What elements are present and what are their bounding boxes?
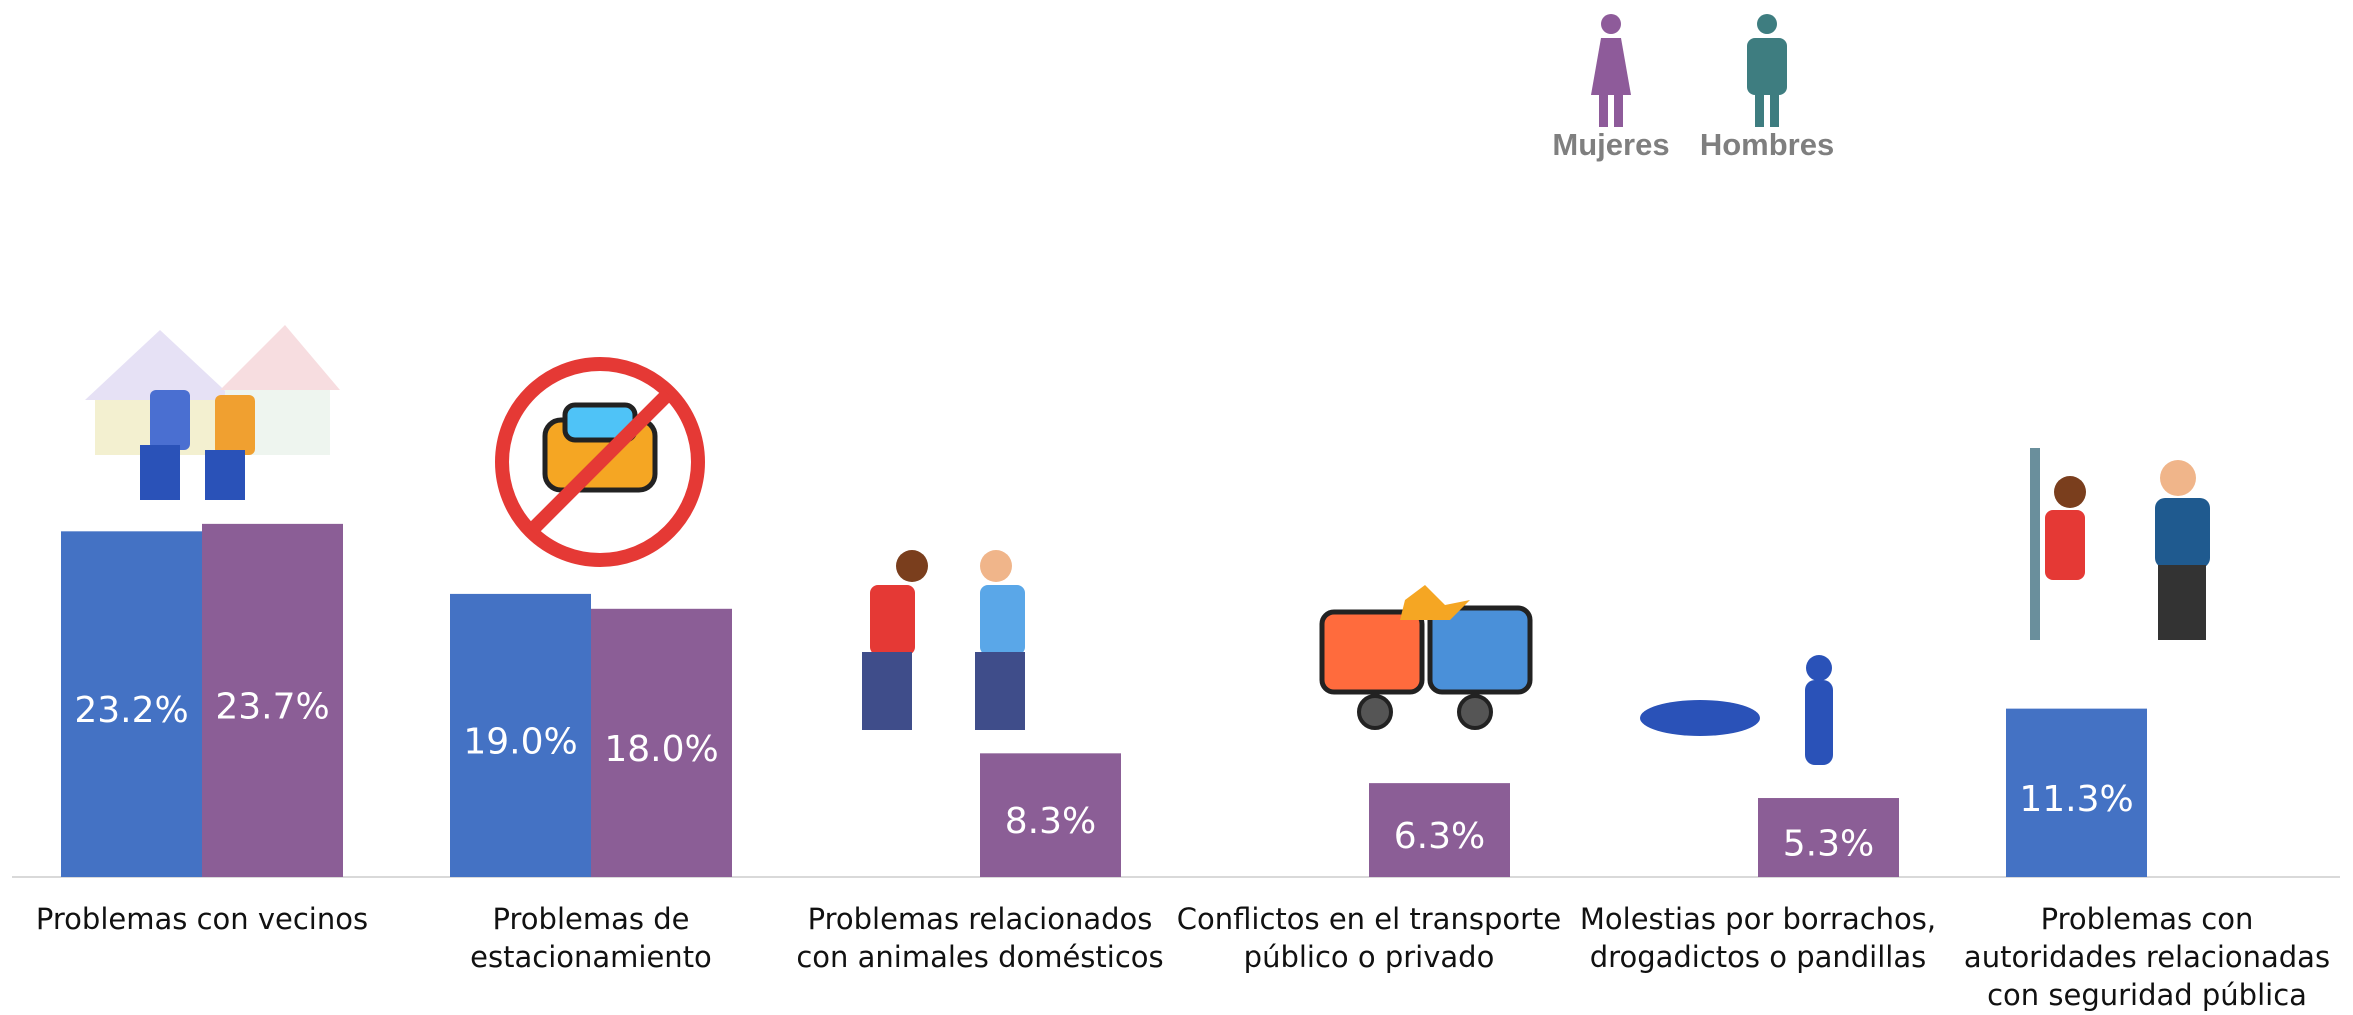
value-label: 23.2% [74,690,188,731]
bar [980,753,1121,877]
legend-icon [1601,14,1621,34]
legend-item: Hombres [1700,14,1834,162]
bar [1369,783,1510,877]
value-label: 8.3% [1005,801,1096,842]
bar [202,523,343,877]
icon-no-parking [495,357,705,567]
legend-icon [1755,92,1764,127]
legend-icon [1591,38,1631,95]
legend-icon [1757,14,1777,34]
category-label: Problemas con vecinos [36,902,368,936]
category-label: Molestias por borrachos, [1580,902,1936,936]
legend-icon [1747,38,1787,95]
value-label: 23.7% [215,686,329,727]
bar [1758,798,1899,877]
value-label: 18.0% [604,729,718,770]
category-label: Problemas con [2041,902,2254,936]
legend-label: Mujeres [1552,127,1669,162]
bar [450,593,591,877]
category-label: autoridades relacionadas [1964,940,2330,974]
bar [2006,708,2147,877]
bar [591,608,732,877]
category-label: público o privado [1244,940,1495,974]
legend-icon [1770,92,1779,127]
icon-neighbors [85,325,340,500]
bar [61,531,202,877]
value-label: 5.3% [1783,824,1874,865]
category-label: estacionamiento [470,940,712,974]
value-label: 11.3% [2019,779,2133,820]
value-label: 19.0% [463,721,577,762]
legend-icon [1599,92,1608,127]
value-label: 6.3% [1394,816,1485,857]
icon-police [2030,448,2210,640]
icon-people [862,550,1025,730]
category-label: con seguridad pública [1987,978,2307,1012]
legend-item: Mujeres [1552,14,1670,162]
category-label: Conflictos en el transporte [1177,902,1561,936]
category-label: con animales domésticos [796,940,1163,974]
icon-drunk [1640,655,1833,765]
legend-icon [1614,92,1623,127]
legend-label: Hombres [1700,127,1834,162]
category-label: Problemas relacionados [808,902,1153,936]
category-label: Problemas de [493,902,690,936]
category-label: drogadictos o pandillas [1590,940,1926,974]
icon-car-crash [1319,585,1533,730]
